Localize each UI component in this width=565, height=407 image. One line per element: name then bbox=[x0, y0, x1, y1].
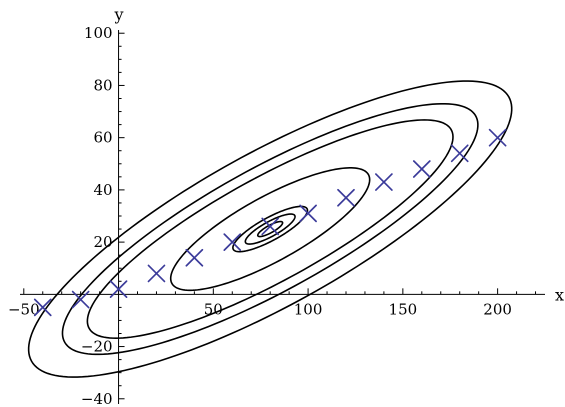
y-tick-label: 20 bbox=[93, 233, 112, 251]
y-tick-label: 40 bbox=[93, 181, 112, 199]
y-tick-label: 100 bbox=[84, 24, 113, 42]
tick-marks: −50 50 100 150 200 −40 −20 20 40 60 80 100 bbox=[8, 24, 537, 407]
data-point-marker bbox=[450, 144, 469, 163]
x-axis-label: x bbox=[555, 285, 564, 304]
data-point-marker bbox=[412, 160, 431, 178]
data-point-marker bbox=[33, 298, 52, 317]
x-tick-label: 100 bbox=[294, 300, 323, 318]
data-point-marker bbox=[147, 264, 166, 283]
data-point-marker bbox=[185, 248, 204, 267]
contour-line bbox=[86, 119, 454, 339]
contour-line bbox=[244, 213, 296, 245]
data-point-marker bbox=[375, 173, 393, 191]
x-tick-label: 50 bbox=[204, 300, 223, 318]
contour-lines bbox=[27, 80, 513, 378]
data-point-marker bbox=[223, 233, 242, 251]
contour-line bbox=[256, 220, 284, 238]
y-tick-label: −40 bbox=[81, 390, 113, 407]
x-tick-label: 150 bbox=[389, 300, 418, 318]
y-tick-label: −20 bbox=[81, 338, 113, 356]
contour-line bbox=[27, 80, 513, 378]
x-tick-label: 200 bbox=[483, 300, 512, 318]
contour-line bbox=[61, 102, 479, 356]
x-tick-label: −50 bbox=[8, 300, 40, 318]
contour-line bbox=[232, 205, 309, 253]
data-point-marker bbox=[488, 128, 507, 147]
contour-line bbox=[169, 167, 371, 292]
axes bbox=[20, 30, 545, 404]
data-point-marker bbox=[337, 188, 355, 207]
data-point-marker bbox=[109, 280, 128, 298]
y-tick-label: 60 bbox=[93, 129, 112, 147]
y-axis-label: y bbox=[114, 5, 124, 24]
data-point-marker bbox=[261, 217, 280, 236]
data-point-marker bbox=[71, 290, 90, 309]
data-point-marker bbox=[299, 204, 317, 223]
data-points bbox=[33, 128, 507, 317]
y-tick-label: 80 bbox=[93, 76, 112, 94]
